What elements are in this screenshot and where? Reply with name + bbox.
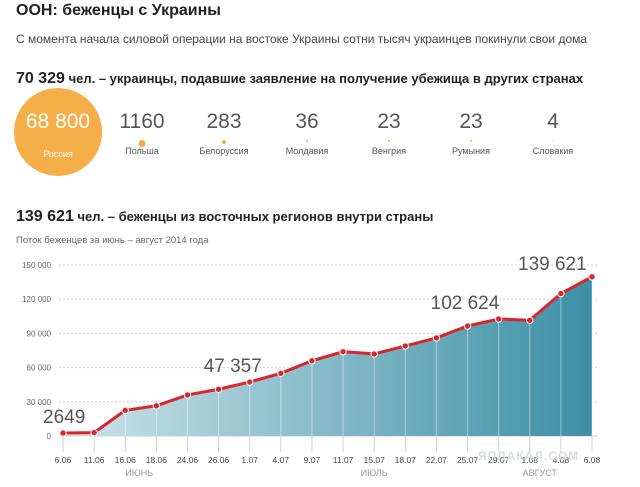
country-romania: 23 Румыния xyxy=(426,110,516,156)
country-bubble xyxy=(470,140,472,142)
month-label: АВГУСТ xyxy=(523,468,558,478)
x-tick-label: 4.08 xyxy=(553,455,570,465)
country-value: 68 800 xyxy=(25,110,91,133)
data-point xyxy=(59,429,67,437)
x-tick-label: 26.06 xyxy=(208,455,230,465)
x-tick-label: 15.07 xyxy=(364,455,386,465)
country-value: 1160 xyxy=(119,110,165,133)
series-line xyxy=(62,275,593,435)
x-tick-label: 9.07 xyxy=(304,455,321,465)
data-point xyxy=(183,391,192,399)
country-poland: 1160 Польша xyxy=(97,110,187,156)
data-annotation: 102 624 xyxy=(431,293,500,314)
data-point xyxy=(90,428,98,437)
month-label: ИЮНЬ xyxy=(125,468,153,478)
data-point xyxy=(277,369,285,377)
data-point xyxy=(246,378,254,386)
y-tick-label: 0 xyxy=(47,432,52,441)
x-tick-label: 22.07 xyxy=(426,455,448,465)
x-tick-label: 18.06 xyxy=(146,455,168,465)
country-name: Молдавия xyxy=(285,146,329,156)
internal-total: 139 621 xyxy=(16,208,74,225)
x-tick-label: 6.06 xyxy=(55,455,72,465)
abroad-heading: 70 329 чел. – украинцы, подавшие заявлен… xyxy=(16,70,583,88)
abroad-total: 70 329 xyxy=(16,70,65,87)
country-bubble xyxy=(138,140,146,147)
data-point xyxy=(588,273,596,281)
x-tick-label: 11.07 xyxy=(333,455,354,465)
x-tick-label: 18.07 xyxy=(395,455,417,465)
country-bubble xyxy=(388,140,390,142)
x-tick-label: 1.07 xyxy=(241,455,258,465)
country-name: Румыния xyxy=(452,146,490,156)
x-tick-label: 24.06 xyxy=(177,455,199,465)
y-tick-label: 30 000 xyxy=(27,398,52,407)
abroad-label: чел. – украинцы, подавшие заявление на п… xyxy=(68,71,584,86)
x-tick-label: 4.07 xyxy=(273,455,290,465)
data-point xyxy=(432,334,441,342)
y-tick-label: 60 000 xyxy=(27,364,52,373)
country-name: Словакия xyxy=(532,146,574,156)
data-annotation: 2649 xyxy=(43,407,85,428)
country-name: Венгрия xyxy=(371,146,407,156)
data-point xyxy=(214,385,223,393)
country-bubble xyxy=(306,140,308,142)
country-value: 283 xyxy=(206,110,242,133)
data-point xyxy=(152,402,161,410)
y-tick-label: 150 000 xyxy=(22,261,51,270)
page-subtitle: С момента начала силовой операции на вос… xyxy=(16,32,588,46)
x-tick-label: 11.06 xyxy=(84,455,105,465)
internal-heading: 139 621 чел. – беженцы из восточных реги… xyxy=(16,208,433,226)
country-value: 23 xyxy=(459,110,483,133)
month-label: ИЮЛЬ xyxy=(361,468,388,478)
data-annotation: 47 357 xyxy=(204,356,262,377)
x-tick-label: 16.06 xyxy=(115,455,137,465)
data-point xyxy=(339,347,347,356)
y-tick-label: 120 000 xyxy=(22,295,51,304)
country-slovakia: 4 Словакия xyxy=(508,110,598,156)
y-tick-label: 90 000 xyxy=(27,329,52,338)
x-tick-label: 25.07 xyxy=(457,455,479,465)
data-point xyxy=(463,322,472,330)
country-hungary: 23 Венгрия xyxy=(344,110,434,156)
country-name: Польша xyxy=(125,146,159,156)
chart-caption: Поток беженцев за июнь – август 2014 год… xyxy=(16,235,209,246)
country-name: Белоруссия xyxy=(199,146,249,156)
data-point xyxy=(526,316,534,324)
data-point xyxy=(121,406,129,415)
country-bubble xyxy=(222,140,226,144)
data-point xyxy=(557,289,565,298)
country-name: Россия xyxy=(43,149,73,159)
x-tick-label: 1.08 xyxy=(521,455,538,465)
page-title: ООН: беженцы с Украины xyxy=(16,2,221,19)
data-point xyxy=(370,350,378,358)
data-annotation: 139 621 xyxy=(518,254,587,275)
x-tick-label: 29.07 xyxy=(488,455,510,465)
country-bubble xyxy=(552,140,554,141)
country-value: 36 xyxy=(295,110,319,133)
x-tick-label: 6.08 xyxy=(584,455,601,465)
country-belarus: 283 Белоруссия xyxy=(179,110,269,156)
data-point xyxy=(401,342,409,350)
country-moldova: 36 Молдавия xyxy=(262,110,352,156)
country-value: 4 xyxy=(547,110,559,133)
data-point xyxy=(494,315,503,323)
country-russia-bubble: 68 800 Россия xyxy=(14,88,102,176)
watermark-text: ЯПЛАКАЛ.COM xyxy=(478,449,580,463)
data-point xyxy=(308,357,316,365)
country-value: 23 xyxy=(377,110,401,133)
internal-label: чел. – беженцы из восточных регионов вну… xyxy=(77,209,434,224)
